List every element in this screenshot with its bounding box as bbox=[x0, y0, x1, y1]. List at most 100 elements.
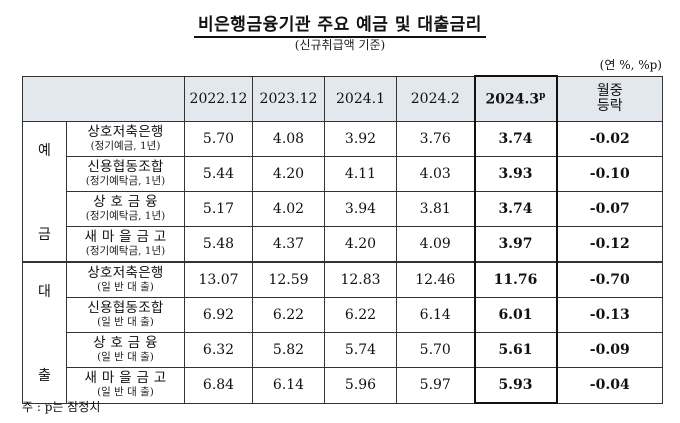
value-cell: 3.94 bbox=[324, 191, 397, 227]
value-cell: 5.48 bbox=[184, 226, 253, 263]
table-row: 신용협동조합 (일 반 대 출) 6.92 6.22 6.22 6.14 6.01… bbox=[23, 297, 663, 333]
institution-name: 상호저축은행 bbox=[87, 265, 164, 281]
value-cell: 4.03 bbox=[396, 156, 475, 192]
institution-name: 신용협동조합 bbox=[87, 300, 164, 316]
value-cell: 12.83 bbox=[324, 261, 397, 298]
institution-cell: 상 호 금 융 (정기예탁금, 1년) bbox=[66, 191, 185, 227]
latest-cell: 3.93 bbox=[473, 156, 558, 192]
header-corner bbox=[22, 75, 185, 122]
table-row: 새 마 을 금 고 (일 반 대 출) 6.84 6.14 5.96 5.97 5… bbox=[23, 367, 663, 404]
group-label-char: 금 bbox=[38, 226, 51, 243]
institution-sub: (일 반 대 출) bbox=[97, 281, 154, 293]
institution-sub: (일 반 대 출) bbox=[97, 351, 154, 363]
latest-cell: 5.93 bbox=[473, 367, 558, 404]
value-cell: 5.96 bbox=[324, 367, 397, 404]
col-header-latest: 2024.3p bbox=[473, 75, 558, 122]
institution-sub: (정기예탁금, 1년) bbox=[85, 245, 166, 257]
table-row: 상 호 금 융 (정기예탁금, 1년) 5.17 4.02 3.94 3.81 3… bbox=[23, 191, 663, 227]
latest-label: 2024.3 bbox=[485, 91, 540, 108]
group-label-char: 대 bbox=[38, 283, 51, 300]
value-cell: 6.14 bbox=[252, 367, 325, 404]
latest-cell: 11.76 bbox=[473, 261, 558, 298]
change-cell: -0.13 bbox=[556, 297, 663, 333]
institution-cell: 새 마 을 금 고 (일 반 대 출) bbox=[66, 367, 185, 404]
value-cell: 6.92 bbox=[184, 297, 253, 333]
value-cell: 4.09 bbox=[396, 226, 475, 263]
change-cell: -0.70 bbox=[556, 261, 663, 298]
value-cell: 5.82 bbox=[252, 332, 325, 368]
latest-sup: p bbox=[539, 90, 546, 101]
value-cell: 4.02 bbox=[252, 191, 325, 227]
value-cell: 5.97 bbox=[396, 367, 475, 404]
value-cell: 4.20 bbox=[252, 156, 325, 192]
table-row: 신용협동조합 (정기예탁금, 1년) 5.44 4.20 4.11 4.03 3.… bbox=[23, 156, 663, 192]
institution-cell: 신용협동조합 (일 반 대 출) bbox=[66, 297, 185, 333]
latest-cell: 3.74 bbox=[473, 191, 558, 227]
value-cell: 12.59 bbox=[252, 261, 325, 298]
value-cell: 5.17 bbox=[184, 191, 253, 227]
value-cell: 4.11 bbox=[324, 156, 397, 192]
change-cell: -0.10 bbox=[556, 156, 663, 192]
table-row: 상 호 금 융 (일 반 대 출) 6.32 5.82 5.74 5.70 5.6… bbox=[23, 332, 663, 368]
institution-sub: (일 반 대 출) bbox=[97, 386, 154, 399]
latest-cell: 5.61 bbox=[473, 332, 558, 368]
value-cell: 6.84 bbox=[184, 367, 253, 404]
page-title: 비은행금융기관 주요 예금 및 대출금리 bbox=[0, 10, 680, 38]
institution-cell: 상호저축은행 (정기예금, 1년) bbox=[66, 121, 185, 157]
page-title-text: 비은행금융기관 주요 예금 및 대출금리 bbox=[194, 15, 486, 38]
value-cell: 6.14 bbox=[396, 297, 475, 333]
footnote: 주 : p는 잠정치 bbox=[22, 400, 101, 414]
col-header: 2022.12 bbox=[184, 75, 253, 122]
change-cell: -0.04 bbox=[556, 367, 663, 404]
change-cell: -0.02 bbox=[556, 121, 663, 157]
col-header: 2023.12 bbox=[252, 75, 325, 122]
value-cell: 6.22 bbox=[324, 297, 397, 333]
change-cell: -0.07 bbox=[556, 191, 663, 227]
institution-cell: 새 마 을 금 고 (정기예탁금, 1년) bbox=[66, 226, 185, 263]
institution-name: 상 호 금 융 bbox=[93, 194, 158, 210]
value-cell: 6.32 bbox=[184, 332, 253, 368]
change-cell: -0.12 bbox=[556, 226, 663, 263]
institution-name: 상호저축은행 bbox=[87, 124, 164, 140]
institution-name: 새 마 을 금 고 bbox=[84, 370, 167, 387]
institution-sub: (정기예탁금, 1년) bbox=[85, 175, 166, 187]
value-cell: 5.70 bbox=[184, 121, 253, 157]
institution-name: 상 호 금 융 bbox=[93, 335, 158, 351]
institution-sub: (정기예탁금, 1년) bbox=[85, 210, 166, 222]
latest-cell: 3.97 bbox=[473, 226, 558, 263]
change-line1: 월중 bbox=[596, 82, 623, 99]
value-cell: 6.22 bbox=[252, 297, 325, 333]
header-row: 2022.12 2023.12 2024.1 2024.2 2024.3p 월중… bbox=[22, 75, 663, 122]
table-row: 새 마 을 금 고 (정기예탁금, 1년) 5.48 4.37 4.20 4.09… bbox=[23, 226, 663, 263]
col-header: 2024.1 bbox=[324, 75, 397, 122]
value-cell: 5.44 bbox=[184, 156, 253, 192]
latest-cell: 6.01 bbox=[473, 297, 558, 333]
institution-name: 신용협동조합 bbox=[87, 159, 164, 175]
value-cell: 4.37 bbox=[252, 226, 325, 263]
unit-label: (연 %, %p) bbox=[599, 58, 662, 72]
institution-name: 새 마 을 금 고 bbox=[84, 229, 167, 245]
value-cell: 5.70 bbox=[396, 332, 475, 368]
col-header: 2024.2 bbox=[396, 75, 475, 122]
value-cell: 4.20 bbox=[324, 226, 397, 263]
col-header-change: 월중 등락 bbox=[556, 75, 663, 122]
group-label-char: 예 bbox=[38, 142, 51, 159]
value-cell: 3.81 bbox=[396, 191, 475, 227]
change-cell: -0.09 bbox=[556, 332, 663, 368]
value-cell: 12.46 bbox=[396, 261, 475, 298]
institution-sub: (일 반 대 출) bbox=[97, 316, 154, 328]
value-cell: 13.07 bbox=[184, 261, 253, 298]
value-cell: 3.92 bbox=[324, 121, 397, 157]
rate-table: 2022.12 2023.12 2024.1 2024.2 2024.3p 월중… bbox=[22, 75, 663, 404]
institution-sub: (정기예금, 1년) bbox=[90, 140, 161, 152]
value-cell: 5.74 bbox=[324, 332, 397, 368]
institution-cell: 상 호 금 융 (일 반 대 출) bbox=[66, 332, 185, 368]
page-subtitle: (신규취급액 기준) bbox=[294, 38, 386, 52]
value-cell: 4.08 bbox=[252, 121, 325, 157]
institution-cell: 상호저축은행 (일 반 대 출) bbox=[66, 261, 185, 298]
group-label-char: 출 bbox=[38, 367, 51, 384]
